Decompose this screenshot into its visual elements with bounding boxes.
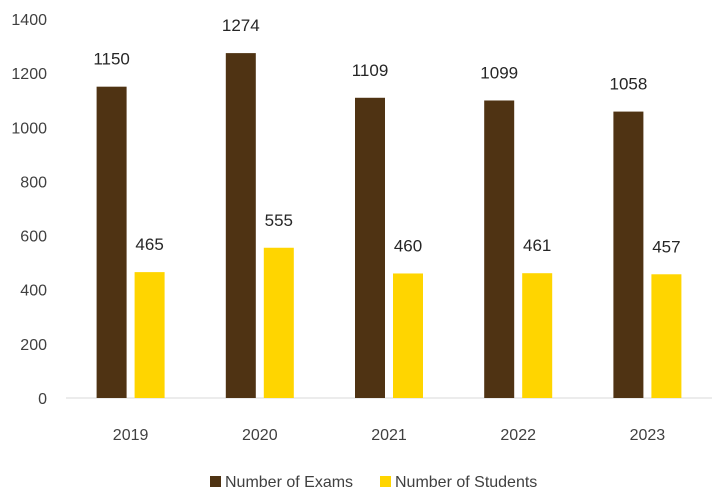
y-tick-label: 1000 xyxy=(11,120,47,137)
x-tick-label-2022: 2022 xyxy=(500,427,536,444)
exams-value-label-2020: 1274 xyxy=(222,16,260,35)
students-value-label-2023: 457 xyxy=(652,237,680,256)
legend-label-exams: Number of Exams xyxy=(225,474,353,491)
students-value-label-2020: 555 xyxy=(265,211,293,230)
x-tick-label-2019: 2019 xyxy=(113,427,149,444)
legend-swatch-exams xyxy=(210,476,221,487)
exams-bar-2022 xyxy=(484,100,515,399)
students-bar-2021 xyxy=(393,273,423,398)
exams-value-label-2023: 1058 xyxy=(609,75,647,94)
exams-bar-2019 xyxy=(96,86,127,398)
students-bar-2023 xyxy=(651,274,682,398)
y-tick-label: 800 xyxy=(20,174,47,191)
students-value-label-2019: 465 xyxy=(135,235,163,254)
students-bar-2019 xyxy=(134,272,165,398)
legend: Number of Exams Number of Students xyxy=(210,474,537,491)
y-tick-label: 200 xyxy=(20,337,47,354)
y-tick-label: 400 xyxy=(20,283,47,300)
x-axis-ticks: 2019 2020 2021 2022 2023 xyxy=(113,427,665,444)
students-bar-2020 xyxy=(263,247,294,398)
students-value-label-2022: 461 xyxy=(523,236,551,255)
exams-bar-2021 xyxy=(355,97,385,398)
y-tick-label: 1200 xyxy=(11,66,47,83)
y-tick-label: 0 xyxy=(38,391,47,408)
exams-bar-2020 xyxy=(225,53,256,399)
exams-value-label-2022: 1099 xyxy=(480,63,518,82)
y-axis-ticks: 0 200 400 600 800 1000 1200 1400 xyxy=(11,12,47,408)
x-tick-label-2023: 2023 xyxy=(630,427,666,444)
legend-label-students: Number of Students xyxy=(395,474,537,491)
students-value-label-2021: 460 xyxy=(394,236,422,255)
x-tick-label-2020: 2020 xyxy=(242,427,278,444)
exams-value-label-2019: 1150 xyxy=(93,50,130,69)
exams-value-label-2021: 1109 xyxy=(352,61,389,80)
y-tick-label: 600 xyxy=(20,229,47,246)
exams-bar-2023 xyxy=(613,111,644,398)
data-labels-group: 1150 465 1274 555 1109 460 1099 461 1058 457 xyxy=(93,16,680,256)
bars-group xyxy=(96,53,682,399)
students-bar-2022 xyxy=(522,273,553,398)
y-tick-label: 1400 xyxy=(11,12,47,29)
legend-swatch-students xyxy=(380,476,391,487)
x-tick-label-2021: 2021 xyxy=(371,427,407,444)
